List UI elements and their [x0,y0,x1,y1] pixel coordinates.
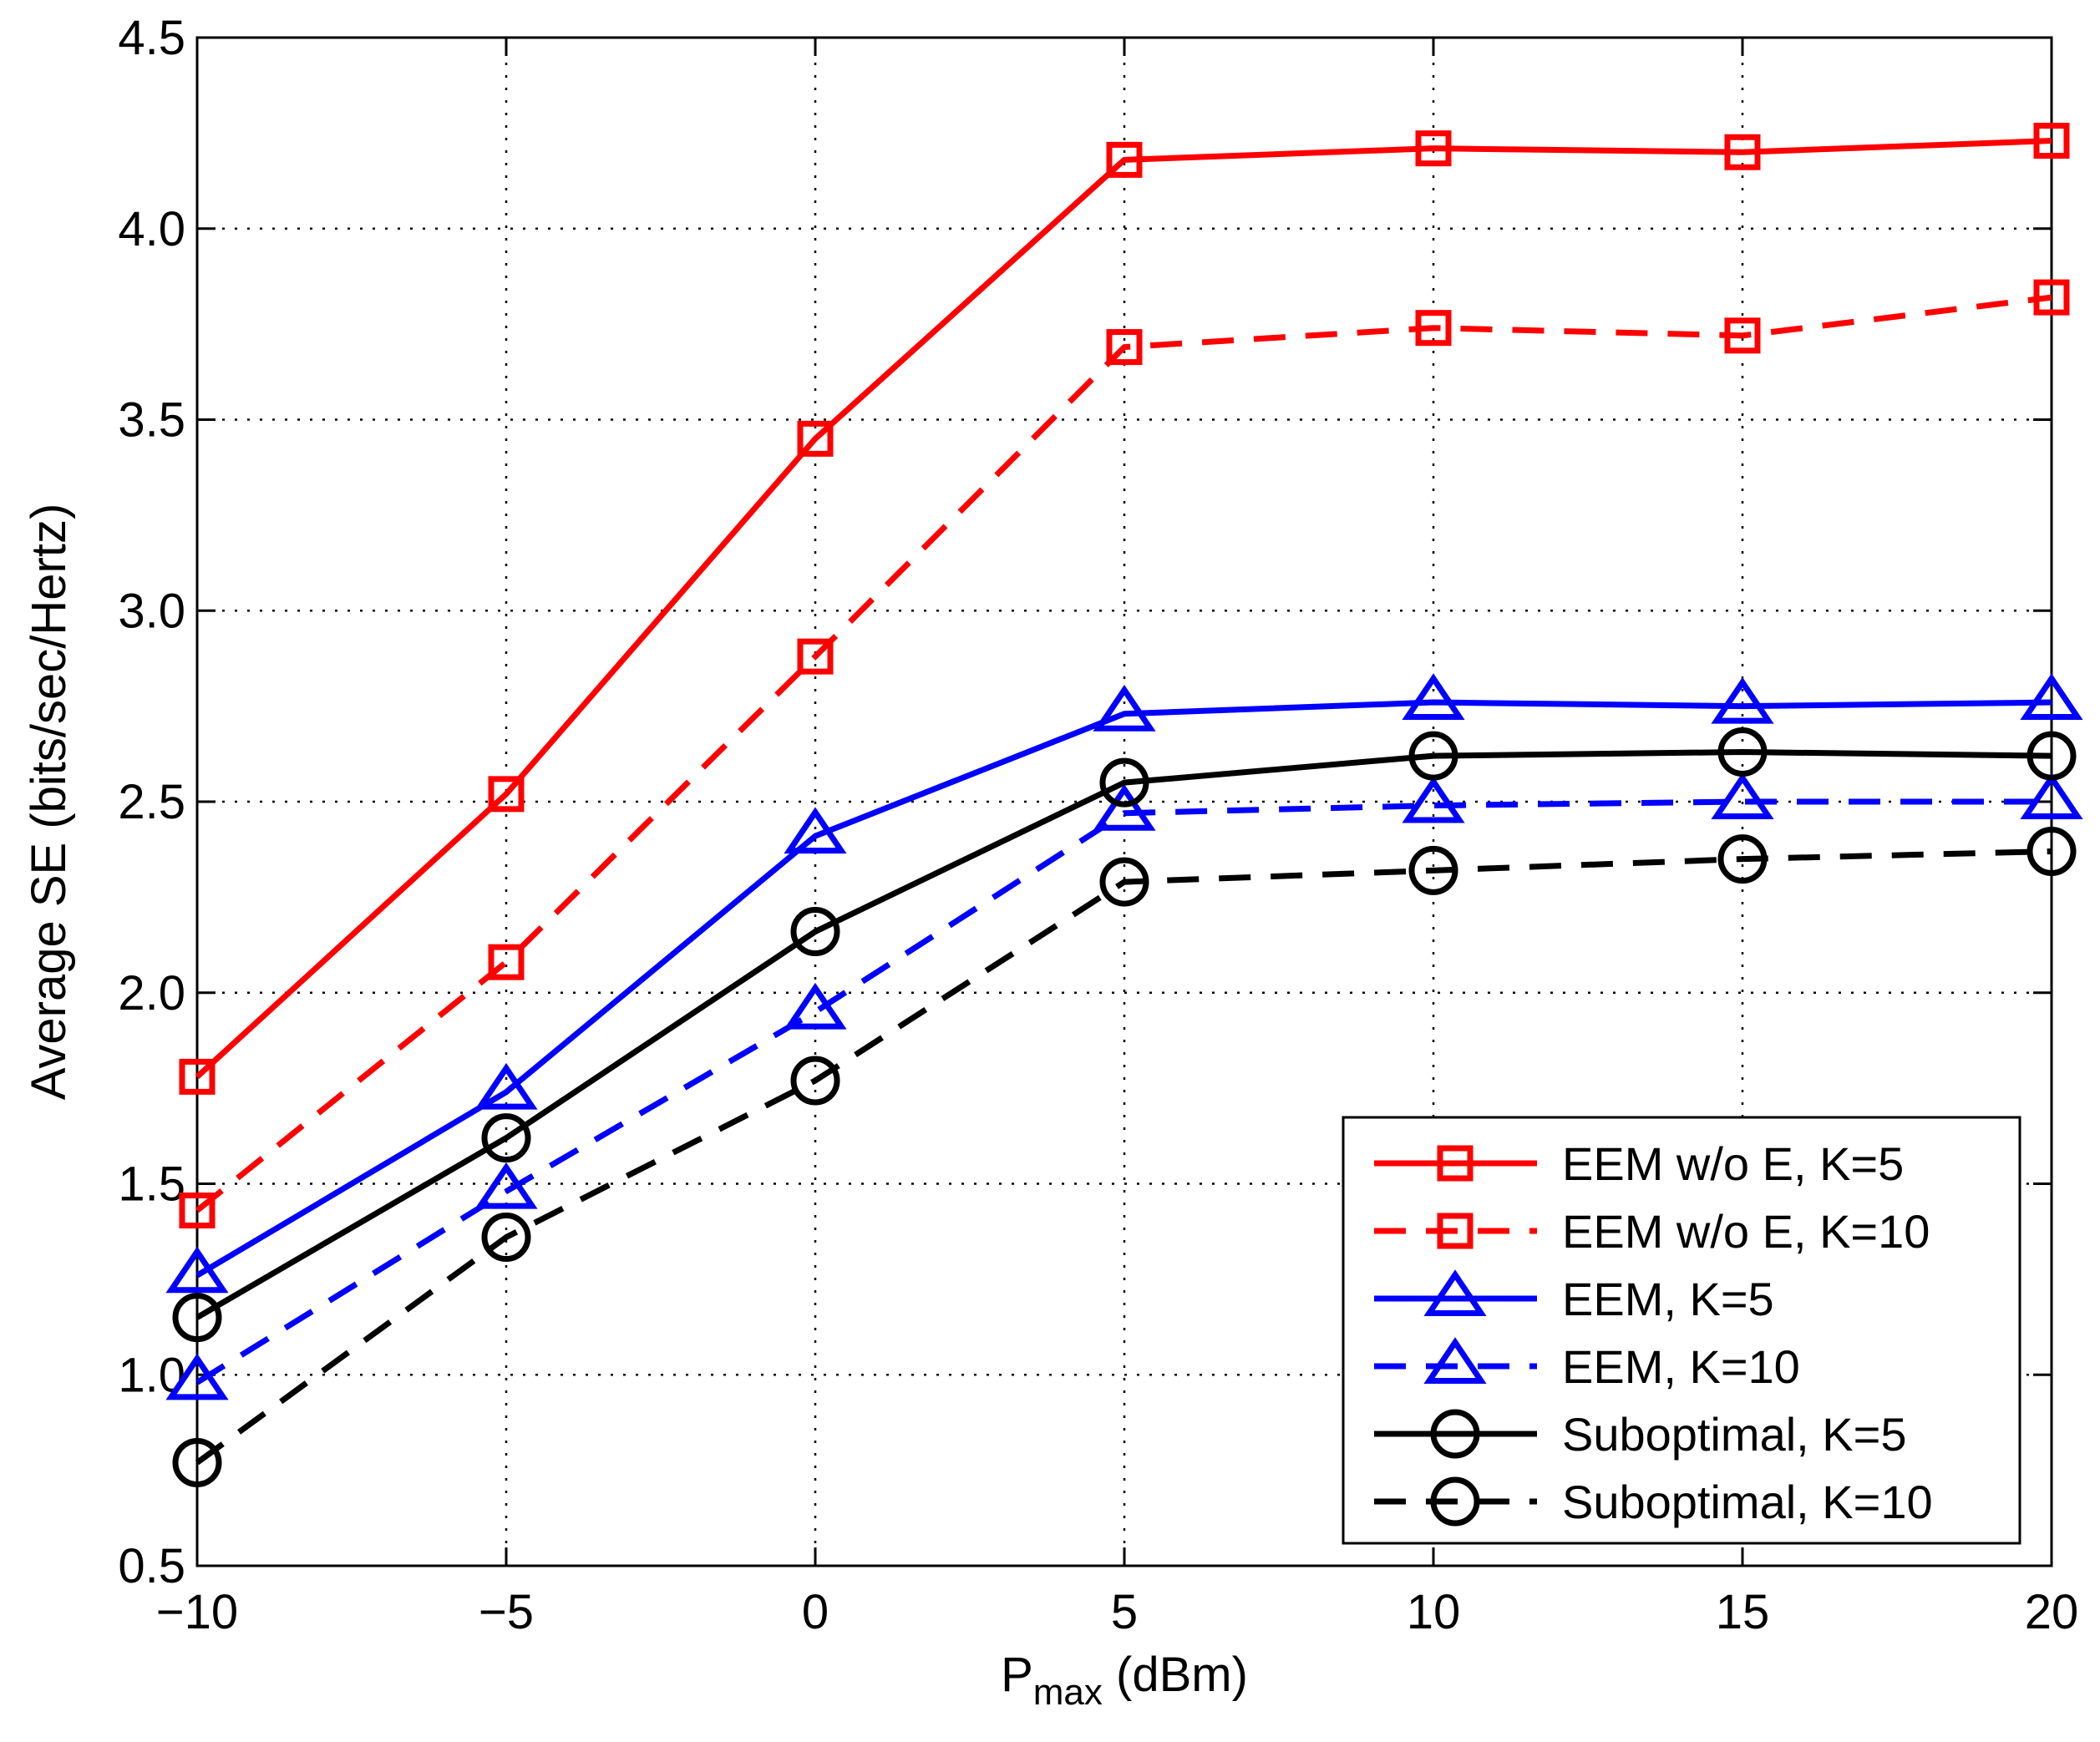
triangle-marker [165,1353,229,1400]
legend-label: EEM w/o E, K=10 [1562,1205,1930,1258]
circle-marker [790,1056,840,1106]
square-marker [1437,1145,1474,1182]
x-axis-label-main: P [1001,1648,1033,1702]
circle-marker [1717,727,1768,777]
circle-marker [790,907,840,957]
series-5 [172,727,2077,1343]
triangle-marker [474,1162,538,1209]
triangle-marker [1711,772,1774,819]
x-axis-label-subscript: max [1033,1672,1103,1713]
circle-marker [1717,834,1768,884]
square-marker [488,776,525,813]
triangle-marker [1402,776,1465,823]
x-tick-label: 15 [1716,1585,1770,1639]
series-2 [179,279,2070,1229]
y-tick-label: 2.5 [118,775,185,829]
square-marker [488,944,525,980]
triangle-marker [1093,684,1156,732]
legend-item: EEM w/o E, K=5 [1374,1137,1904,1190]
axis-ticks: −10 −5 0 5 10 15 200.51.01.52.02.53.03.54.04.5 [118,11,2078,1639]
legend-item: EEM, K=10 [1374,1337,1800,1393]
square-marker [1106,141,1143,178]
y-tick-label: 0.5 [118,1539,185,1593]
series-line [195,138,2052,1079]
triangle-marker [2020,772,2083,819]
square-marker [1437,1213,1474,1249]
legend-label: EEM, K=10 [1562,1340,1800,1393]
series-3 [165,673,2083,1294]
square-marker [179,1058,216,1095]
circle-marker [1430,1476,1480,1527]
triangle-marker [1423,1337,1487,1384]
square-marker [1724,134,1761,170]
legend-item: EEM, K=5 [1374,1269,1774,1325]
triangle-marker [784,807,847,854]
triangle-marker [165,1246,229,1294]
x-axis-label-unit: (dBm) [1103,1648,1248,1702]
legend-box [1342,1116,2021,1545]
circle-marker [481,1213,531,1263]
legend-label: Suboptimal, K=5 [1562,1408,1906,1461]
series-4 [165,772,2083,1400]
circle-marker [1099,857,1149,907]
circle-marker [172,1293,222,1343]
square-marker [1106,329,1143,366]
y-tick-label: 2.0 [118,966,185,1020]
legend-label: Suboptimal, K=10 [1562,1476,1933,1528]
legend-label: EEM, K=5 [1562,1273,1774,1325]
series-line [195,798,2052,1385]
x-tick-label: −5 [479,1585,534,1639]
x-tick-label: 5 [1111,1585,1138,1639]
circle-marker [172,1437,222,1487]
series-1 [179,123,2070,1095]
legend-label: EEM w/o E, K=5 [1562,1137,1904,1190]
circle-marker [2026,826,2077,876]
circle-marker [1408,845,1458,895]
square-marker [2033,279,2070,316]
circle-marker [481,1113,531,1163]
x-tick-label: 20 [2025,1585,2079,1639]
triangle-marker [1402,673,1465,721]
legend-item: EEM w/o E, K=10 [1374,1205,1930,1258]
y-axis-label: Average SE (bits/sec/Hertz) [22,504,76,1101]
triangle-marker [1423,1269,1487,1316]
y-tick-label: 4.5 [118,11,185,65]
legend-item: Suboptimal, K=10 [1374,1476,1933,1528]
square-marker [1724,317,1761,354]
x-tick-label: 10 [1407,1585,1461,1639]
circle-marker [2026,731,2077,781]
series-line [195,699,2052,1279]
series-line [195,749,2052,1320]
square-marker [797,420,834,457]
legend-item: Suboptimal, K=5 [1374,1408,1906,1461]
series-line [195,294,2052,1213]
x-tick-label: 0 [802,1585,829,1639]
square-marker [797,638,834,675]
square-marker [1415,310,1452,347]
circle-marker [1430,1409,1480,1459]
y-tick-label: 3.5 [118,393,185,448]
y-tick-label: 1.5 [118,1157,185,1212]
triangle-marker [784,982,847,1030]
legend: EEM w/o E, K=5 EEM w/o E, K=10 EEM, K=5 EEM… [1342,1116,2021,1545]
y-tick-label: 4.0 [118,202,185,256]
triangle-marker [2020,673,2083,721]
series-group [165,123,2083,1487]
triangle-marker [1711,676,1774,724]
square-marker [1415,130,1452,167]
series-line [195,848,2052,1466]
square-marker [2033,123,2070,160]
series-6 [172,826,2077,1487]
triangle-marker [474,1062,538,1110]
x-axis-label: Pmax (dBm) [1001,1648,1248,1713]
circle-marker [1408,731,1458,781]
y-tick-label: 3.0 [118,584,185,638]
x-tick-label: −10 [156,1585,238,1639]
circle-marker [1099,757,1149,808]
square-marker [179,1193,216,1229]
triangle-marker [1093,783,1156,831]
